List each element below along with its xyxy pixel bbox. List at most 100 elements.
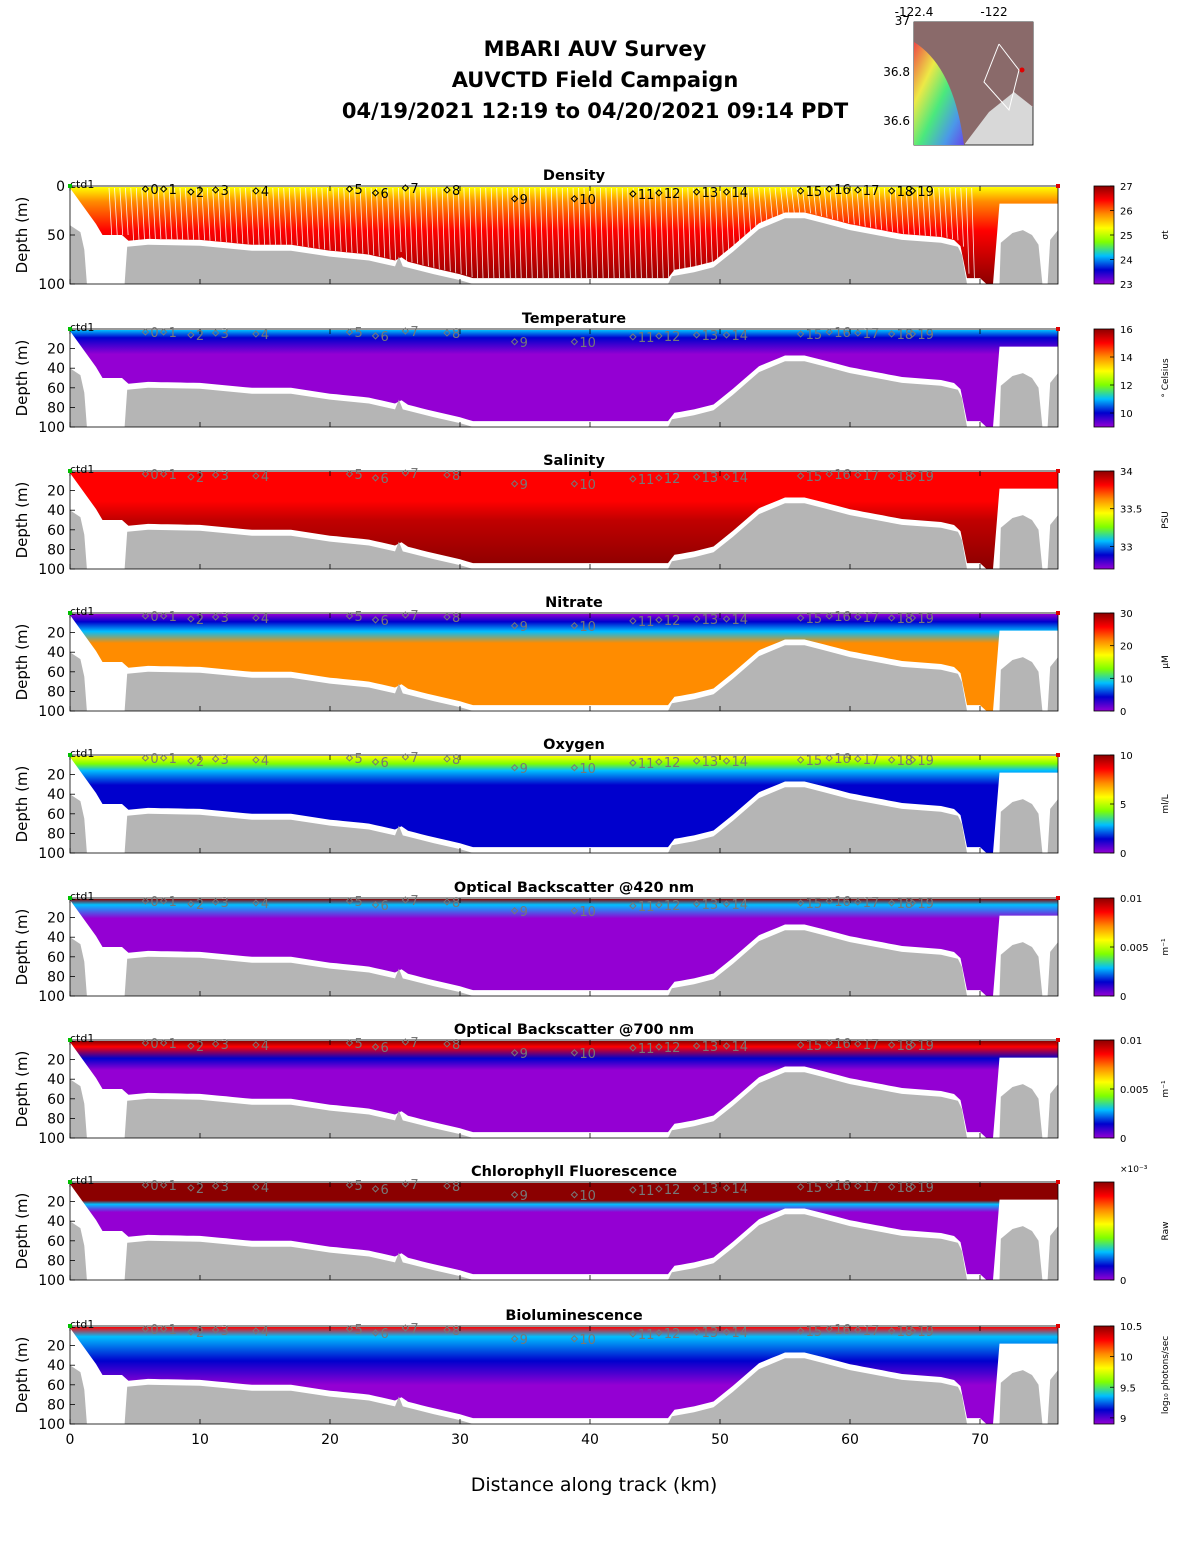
station-label: 17: [863, 1324, 880, 1339]
station-marker: [887, 899, 896, 907]
station-label: 0: [150, 183, 158, 198]
station-label: 9: [520, 905, 528, 920]
colorbar-tick-label: 10: [1120, 1353, 1133, 1364]
station-marker: [908, 187, 917, 195]
station-label: 14: [732, 329, 749, 344]
station-label: 4: [261, 897, 269, 912]
bathymetry: [999, 373, 1043, 427]
auv-track-lines: [108, 187, 975, 279]
station-marker: [401, 327, 410, 335]
y-tick-label: 80: [47, 400, 65, 416]
colorbar-tick-label: 9: [1120, 1414, 1126, 1425]
station-label: 1: [169, 1323, 177, 1338]
station-label: 2: [196, 755, 204, 770]
station-marker: [655, 189, 663, 197]
bathymetry: [70, 652, 87, 711]
colorbar-tick-label: 0: [1120, 849, 1126, 860]
station-label: 1: [169, 183, 177, 198]
station-label: 6: [381, 1327, 389, 1342]
station-label: 3: [221, 611, 229, 626]
station-marker: [211, 1326, 220, 1334]
station-marker: [371, 616, 380, 624]
x-tick-label: 40: [581, 1432, 599, 1448]
station-label: 7: [410, 1178, 418, 1193]
x-tick-label: 60: [841, 1432, 859, 1448]
colorbar-label: m⁻¹: [1161, 1080, 1171, 1098]
station-label: 0: [150, 752, 158, 767]
y-tick-label: 100: [38, 420, 65, 436]
colorbar-tick-label: 0: [1120, 1134, 1126, 1145]
station-marker: [371, 189, 380, 197]
bathymetry: [124, 503, 968, 569]
y-tick-label: 20: [47, 626, 65, 642]
colorbar-tick-label: 24: [1120, 256, 1133, 267]
station-label: 16: [834, 183, 851, 198]
station-marker: [887, 614, 896, 622]
station-label: 9: [520, 1333, 528, 1348]
colorbar-tick-label: 33: [1120, 542, 1133, 553]
station-marker: [159, 1181, 168, 1189]
data-field: [70, 472, 1058, 569]
station-marker: [371, 1329, 380, 1337]
station-label: 6: [381, 1041, 389, 1056]
station-marker: [570, 195, 579, 203]
axes-frame: [69, 897, 1059, 997]
y-tick-label: 100: [38, 846, 65, 862]
station-label: 6: [381, 756, 389, 771]
station-marker: [854, 329, 862, 337]
station-label: 7: [410, 467, 418, 482]
station-label: 7: [410, 751, 418, 766]
station-label: 7: [410, 1036, 418, 1051]
station-label: 6: [381, 899, 389, 914]
station-label: 11: [638, 473, 655, 488]
station-marker: [629, 759, 637, 767]
station-marker: [187, 188, 195, 196]
station-marker: [796, 1041, 805, 1049]
x-tick-label: 70: [971, 1432, 989, 1448]
station-marker: [211, 1040, 220, 1048]
bathymetry: [70, 1365, 87, 1424]
y-tick-label: 20: [47, 768, 65, 784]
station-label: 16: [834, 752, 851, 767]
colorbar-tick-label: 0: [1120, 1276, 1126, 1287]
station-label: 12: [664, 1327, 681, 1342]
station-label: 12: [664, 1041, 681, 1056]
station-marker: [159, 185, 168, 193]
start-marker: [68, 611, 72, 615]
colorbar-tick-label: 9.5: [1120, 1383, 1136, 1394]
station-marker: [252, 187, 260, 195]
colorbar: 0.01 0.005 0 m⁻¹: [1093, 1036, 1171, 1145]
bathymetry: [999, 942, 1043, 996]
station-label: 19: [917, 185, 934, 200]
y-tick-label: 20: [47, 342, 65, 358]
station-label: 11: [638, 900, 655, 915]
station-marker: [796, 1183, 805, 1191]
bathymetry: [999, 230, 1043, 284]
station-marker: [510, 338, 519, 346]
colorbar: 16 14 12 10 ° Celsius: [1093, 325, 1171, 428]
station-marker: [692, 1042, 701, 1050]
colorbar-scale: [1093, 1181, 1115, 1281]
y-tick-label: 80: [47, 1111, 65, 1127]
station-marker: [187, 1042, 195, 1050]
station-marker: [371, 1185, 380, 1193]
station-label: 10: [579, 620, 596, 635]
y-axis-label: Depth (m): [13, 909, 31, 986]
station-label: 18: [897, 185, 914, 200]
station-marker: [443, 1040, 451, 1048]
station-label: 5: [355, 1179, 363, 1194]
y-tick-label: 80: [47, 684, 65, 700]
station-marker: [887, 1183, 896, 1191]
station-marker: [570, 338, 579, 346]
station-label: 1: [169, 1037, 177, 1052]
panel-title: Temperature: [522, 311, 626, 327]
station-marker: [345, 897, 354, 905]
station-label: 5: [355, 752, 363, 767]
y-tick-label: 100: [38, 1131, 65, 1147]
station-label: 7: [410, 182, 418, 197]
y-tick-label: 100: [38, 562, 65, 578]
station-marker: [401, 184, 410, 192]
station-marker: [187, 757, 195, 765]
y-tick-label: 60: [47, 950, 65, 966]
y-tick-label: 20: [47, 1053, 65, 1069]
